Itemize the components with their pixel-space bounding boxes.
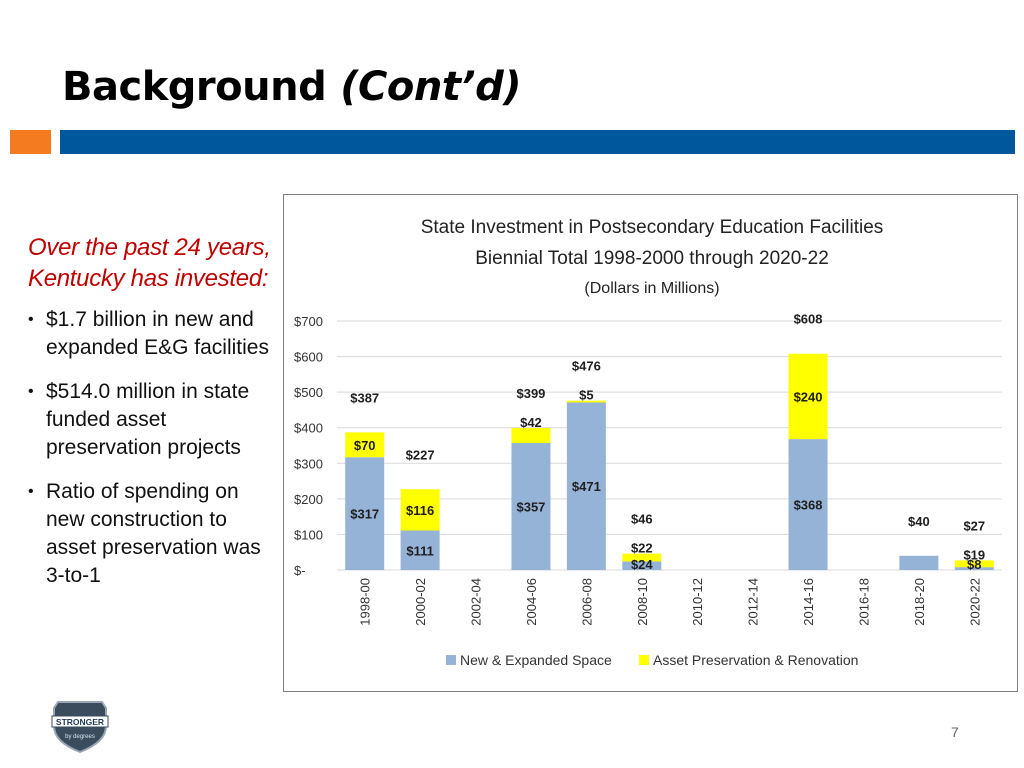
chart-title-line2: Biennial Total 1998-2000 through 2020-22 bbox=[475, 248, 829, 269]
bar-asset-preservation bbox=[954, 560, 994, 568]
bar-asset-preservation bbox=[400, 489, 440, 531]
bar-new-expanded bbox=[400, 530, 440, 570]
x-tick-label: 2012-14 bbox=[746, 578, 761, 626]
bar-asset-preservation bbox=[566, 400, 606, 403]
chart-title: State Investment in Postsecondary Educat… bbox=[421, 217, 884, 238]
data-label-total: $46 bbox=[631, 512, 653, 527]
x-tick-label: 2002-04 bbox=[469, 578, 484, 626]
bar-new-expanded bbox=[511, 443, 551, 570]
x-axis-ticks: 1998-00 2000-02 2002-04 2004-06 2006-08 2008-… bbox=[358, 578, 983, 626]
logo-text-main: STRONGER bbox=[56, 717, 104, 727]
accent-orange-square bbox=[10, 130, 51, 154]
bars bbox=[345, 353, 994, 570]
data-label-total: $387 bbox=[350, 390, 379, 405]
y-axis-ticks: $- $100 $200 $300 $400 $500 $600 $700 bbox=[294, 314, 323, 578]
chart-legend: New & Expanded Space Asset Preservation &… bbox=[446, 652, 858, 668]
title-main: Background bbox=[62, 64, 327, 110]
data-label-new-expanded: $317 bbox=[350, 507, 379, 522]
intro-text: Over the past 24 years, Kentucky has inv… bbox=[28, 234, 271, 292]
bullet-text: $1.7 billion in new and expanded E&G fac… bbox=[46, 308, 269, 359]
legend-label: Asset Preservation & Renovation bbox=[653, 652, 858, 668]
data-label-asset-preservation: $19 bbox=[963, 547, 985, 562]
x-tick-label: 2016-18 bbox=[856, 578, 871, 626]
y-tick-label: $600 bbox=[294, 350, 323, 365]
bar-new-expanded bbox=[622, 561, 662, 570]
y-tick-label: $300 bbox=[294, 456, 323, 471]
data-label-total: $476 bbox=[572, 359, 601, 374]
chart-container: State Investment in Postsecondary Educat… bbox=[283, 194, 1018, 692]
data-label-total: $40 bbox=[908, 514, 930, 529]
bar-new-expanded bbox=[899, 555, 939, 570]
data-label-total: $399 bbox=[516, 386, 545, 401]
bar-new-expanded bbox=[788, 439, 828, 570]
chart-svg: State Investment in Postsecondary Educat… bbox=[294, 217, 1002, 668]
data-label-new-expanded: $357 bbox=[516, 500, 545, 515]
bar-asset-preservation bbox=[511, 428, 551, 444]
bullet-item: • $514.0 million in state funded asset pr… bbox=[28, 378, 273, 462]
data-label-new-expanded: $111 bbox=[406, 543, 434, 558]
bullet-dot-icon: • bbox=[28, 311, 34, 328]
legend-swatch bbox=[446, 655, 456, 665]
y-tick-label: $200 bbox=[294, 492, 323, 507]
data-label-asset-preservation: $42 bbox=[520, 415, 542, 430]
data-labels: $317 $70 $387 $111 $116 $227 $357 $42 $399 $471 $5… bbox=[350, 312, 985, 572]
data-label-new-expanded: $8 bbox=[967, 557, 981, 572]
x-tick-label: 2014-16 bbox=[801, 578, 816, 626]
x-tick-label: 2006-08 bbox=[579, 578, 594, 626]
bar-asset-preservation bbox=[622, 553, 662, 562]
bullet-item: • $1.7 billion in new and expanded E&G fa… bbox=[28, 306, 273, 362]
data-label-total: $27 bbox=[963, 518, 985, 533]
y-tick-label: $- bbox=[294, 563, 306, 578]
bar-asset-preservation bbox=[345, 432, 385, 458]
y-tick-label: $700 bbox=[294, 314, 323, 329]
data-label-new-expanded: $471 bbox=[572, 479, 601, 494]
data-label-new-expanded: $368 bbox=[794, 498, 823, 513]
gridlines bbox=[337, 320, 1002, 571]
bar-new-expanded bbox=[954, 567, 994, 570]
data-label-total: $608 bbox=[794, 312, 823, 327]
data-label-asset-preservation: $70 bbox=[354, 438, 376, 453]
x-tick-label: 2008-10 bbox=[635, 578, 650, 626]
title-subtitle: (Cont’d) bbox=[340, 64, 522, 110]
x-tick-label: 2020-22 bbox=[967, 578, 982, 626]
y-tick-label: $100 bbox=[294, 527, 323, 542]
bar-new-expanded bbox=[345, 457, 385, 570]
bullet-text: $514.0 million in state funded asset pre… bbox=[46, 380, 250, 459]
data-label-asset-preservation: $22 bbox=[631, 541, 653, 556]
accent-blue-bar bbox=[60, 130, 1015, 154]
bullet-list: • $1.7 billion in new and expanded E&G fa… bbox=[28, 306, 273, 590]
page-number: 7 bbox=[951, 724, 959, 740]
stronger-by-degrees-logo: STRONGER by degrees bbox=[48, 698, 112, 754]
logo-shield-icon: STRONGER by degrees bbox=[51, 701, 109, 754]
data-label-asset-preservation: $116 bbox=[406, 503, 434, 518]
x-tick-label: 2000-02 bbox=[413, 578, 428, 626]
bar-new-expanded bbox=[566, 402, 606, 570]
x-tick-label: 2018-20 bbox=[912, 578, 927, 626]
y-tick-label: $400 bbox=[294, 421, 323, 436]
slide-title: Background (Cont’d) bbox=[62, 64, 522, 110]
bullet-dot-icon: • bbox=[28, 483, 34, 500]
bullet-dot-icon: • bbox=[28, 383, 34, 400]
legend-swatch bbox=[639, 655, 649, 665]
data-label-asset-preservation: $5 bbox=[579, 388, 593, 403]
left-text-panel: Over the past 24 years, Kentucky has inv… bbox=[28, 232, 273, 606]
data-label-asset-preservation: $240 bbox=[794, 389, 823, 404]
x-tick-label: 2010-12 bbox=[690, 578, 705, 626]
x-tick-label: 1998-00 bbox=[358, 578, 373, 626]
logo-text-sub: by degrees bbox=[65, 734, 95, 740]
legend-label: New & Expanded Space bbox=[460, 652, 612, 668]
x-tick-label: 2004-06 bbox=[524, 578, 539, 626]
bar-asset-preservation bbox=[788, 353, 828, 440]
y-tick-label: $500 bbox=[294, 385, 323, 400]
bullet-item: • Ratio of spending on new construction t… bbox=[28, 478, 273, 590]
chart-subtitle: (Dollars in Millions) bbox=[584, 280, 719, 297]
data-label-total: $227 bbox=[406, 447, 435, 462]
bullet-text: Ratio of spending on new construction to… bbox=[46, 480, 261, 587]
data-label-new-expanded: $24 bbox=[631, 557, 653, 572]
